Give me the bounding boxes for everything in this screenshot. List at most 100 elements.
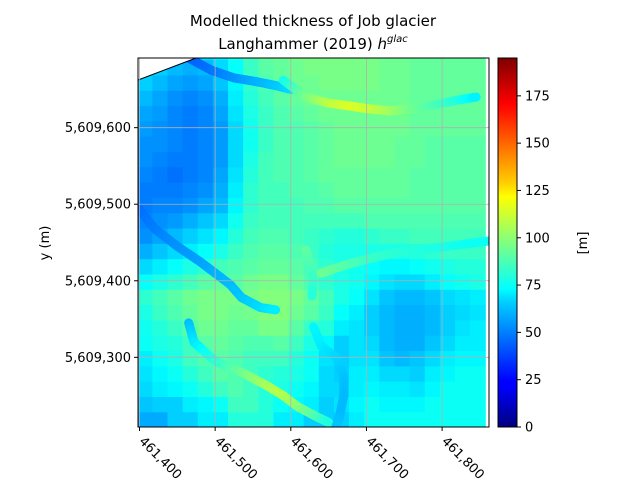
heatmap-cell xyxy=(167,304,184,321)
heatmap-cell xyxy=(439,74,456,91)
heatmap-cell xyxy=(439,58,456,61)
heatmap-cell xyxy=(424,319,441,336)
heatmap-cell xyxy=(379,212,396,229)
heatmap-cell xyxy=(182,304,199,321)
heatmap-cell xyxy=(152,411,169,427)
heatmap-cell xyxy=(318,74,335,91)
heatmap-cell xyxy=(258,151,275,168)
heatmap-cell xyxy=(243,136,259,152)
heatmap-cell xyxy=(470,105,486,122)
heatmap-cell xyxy=(424,411,441,427)
heatmap-cell xyxy=(182,273,199,290)
x-tick-label: 461,800 xyxy=(438,434,487,480)
heatmap-cell xyxy=(349,411,365,427)
heatmap-cell xyxy=(138,258,153,275)
flowline-segment xyxy=(322,417,334,427)
heatmap-cell xyxy=(303,381,320,397)
heatmap-cell xyxy=(349,319,365,336)
heatmap-cell xyxy=(228,304,244,321)
heatmap-cell xyxy=(470,365,486,382)
heatmap-cell xyxy=(288,365,305,382)
heatmap-cell xyxy=(364,212,380,229)
heatmap-cell xyxy=(273,335,290,352)
heatmap-cell xyxy=(138,335,153,352)
heatmap-cell xyxy=(258,350,275,367)
heatmap-cell xyxy=(454,58,471,61)
heatmap-cell xyxy=(333,243,350,260)
flowline-segment xyxy=(468,92,481,103)
heatmap-cell xyxy=(258,212,275,229)
heatmap-cell xyxy=(379,258,396,275)
heatmap-cell xyxy=(258,289,275,306)
heatmap-cell xyxy=(273,58,290,61)
heatmap-cell xyxy=(243,411,259,427)
heatmap-cell xyxy=(288,105,305,122)
heatmap-cell xyxy=(288,381,305,397)
heatmap-cell xyxy=(303,182,320,198)
heatmap-cell xyxy=(228,227,244,244)
heatmap-cell xyxy=(454,304,471,321)
heatmap-cell xyxy=(288,350,305,367)
heatmap-cell xyxy=(243,59,259,76)
heatmap-cell xyxy=(379,120,396,137)
heatmap-cell xyxy=(364,151,380,168)
heatmap-cell xyxy=(333,197,350,214)
heatmap-cell xyxy=(288,258,305,275)
heatmap-cell xyxy=(258,396,275,413)
heatmap-cell xyxy=(364,304,380,321)
heatmap-cell xyxy=(470,58,486,61)
heatmap-cell xyxy=(454,105,471,122)
heatmap-cell xyxy=(152,74,169,91)
heatmap-cell xyxy=(197,120,214,137)
heatmap-cell xyxy=(167,350,184,367)
colorbar-tick-label: 75 xyxy=(525,279,542,294)
heatmap-cell xyxy=(197,197,214,214)
heatmap-cell xyxy=(243,58,259,61)
heatmap-cell xyxy=(167,136,184,152)
heatmap-cell xyxy=(424,197,441,214)
y-axis: 5,609,300 5,609,400 5,609,500 5,609,600 xyxy=(65,121,138,366)
heatmap-cell xyxy=(303,151,320,168)
heatmap-cell xyxy=(439,197,456,214)
heatmap-cell xyxy=(167,197,184,214)
heatmap-cell xyxy=(424,166,441,183)
heatmap-cell xyxy=(303,365,320,382)
heatmap-cell xyxy=(273,273,290,290)
heatmap-cell xyxy=(379,289,396,306)
heatmap-cell xyxy=(409,258,426,275)
heatmap-cell xyxy=(318,304,335,321)
heatmap-cell xyxy=(424,212,441,229)
heatmap-cell xyxy=(138,365,153,382)
heatmap-cell xyxy=(138,411,153,427)
y-tick-label: 5,609,400 xyxy=(65,274,131,289)
heatmap-cell xyxy=(197,227,214,244)
heatmap-cell xyxy=(228,59,244,76)
heatmap-cell xyxy=(470,411,486,427)
heatmap-cell xyxy=(439,335,456,352)
heatmap-cell xyxy=(364,335,380,352)
heatmap-cell xyxy=(394,273,411,290)
heatmap-cell xyxy=(273,166,290,183)
heatmap-cell xyxy=(454,136,471,152)
heatmap-cell xyxy=(258,243,275,260)
heatmap-cell xyxy=(138,319,153,336)
heatmap-cell xyxy=(394,90,411,107)
heatmap-cell xyxy=(228,212,244,229)
heatmap-cell xyxy=(228,136,244,152)
heatmap-cell xyxy=(379,182,396,198)
heatmap-cell xyxy=(243,212,259,229)
heatmap-cell xyxy=(243,243,259,260)
colorbar xyxy=(497,57,518,428)
heatmap-cell xyxy=(243,319,259,336)
heatmap-cell xyxy=(212,212,229,229)
heatmap-cell xyxy=(152,304,169,321)
heatmap-cell xyxy=(273,319,290,336)
heatmap-cell xyxy=(409,289,426,306)
heatmap-cell xyxy=(273,105,290,122)
heatmap-cell xyxy=(288,227,305,244)
heatmap-cell xyxy=(379,273,396,290)
heatmap-cell xyxy=(197,396,214,413)
heatmap-cell xyxy=(288,182,305,198)
heatmap-cell xyxy=(258,335,275,352)
heatmap-cell xyxy=(288,273,305,290)
